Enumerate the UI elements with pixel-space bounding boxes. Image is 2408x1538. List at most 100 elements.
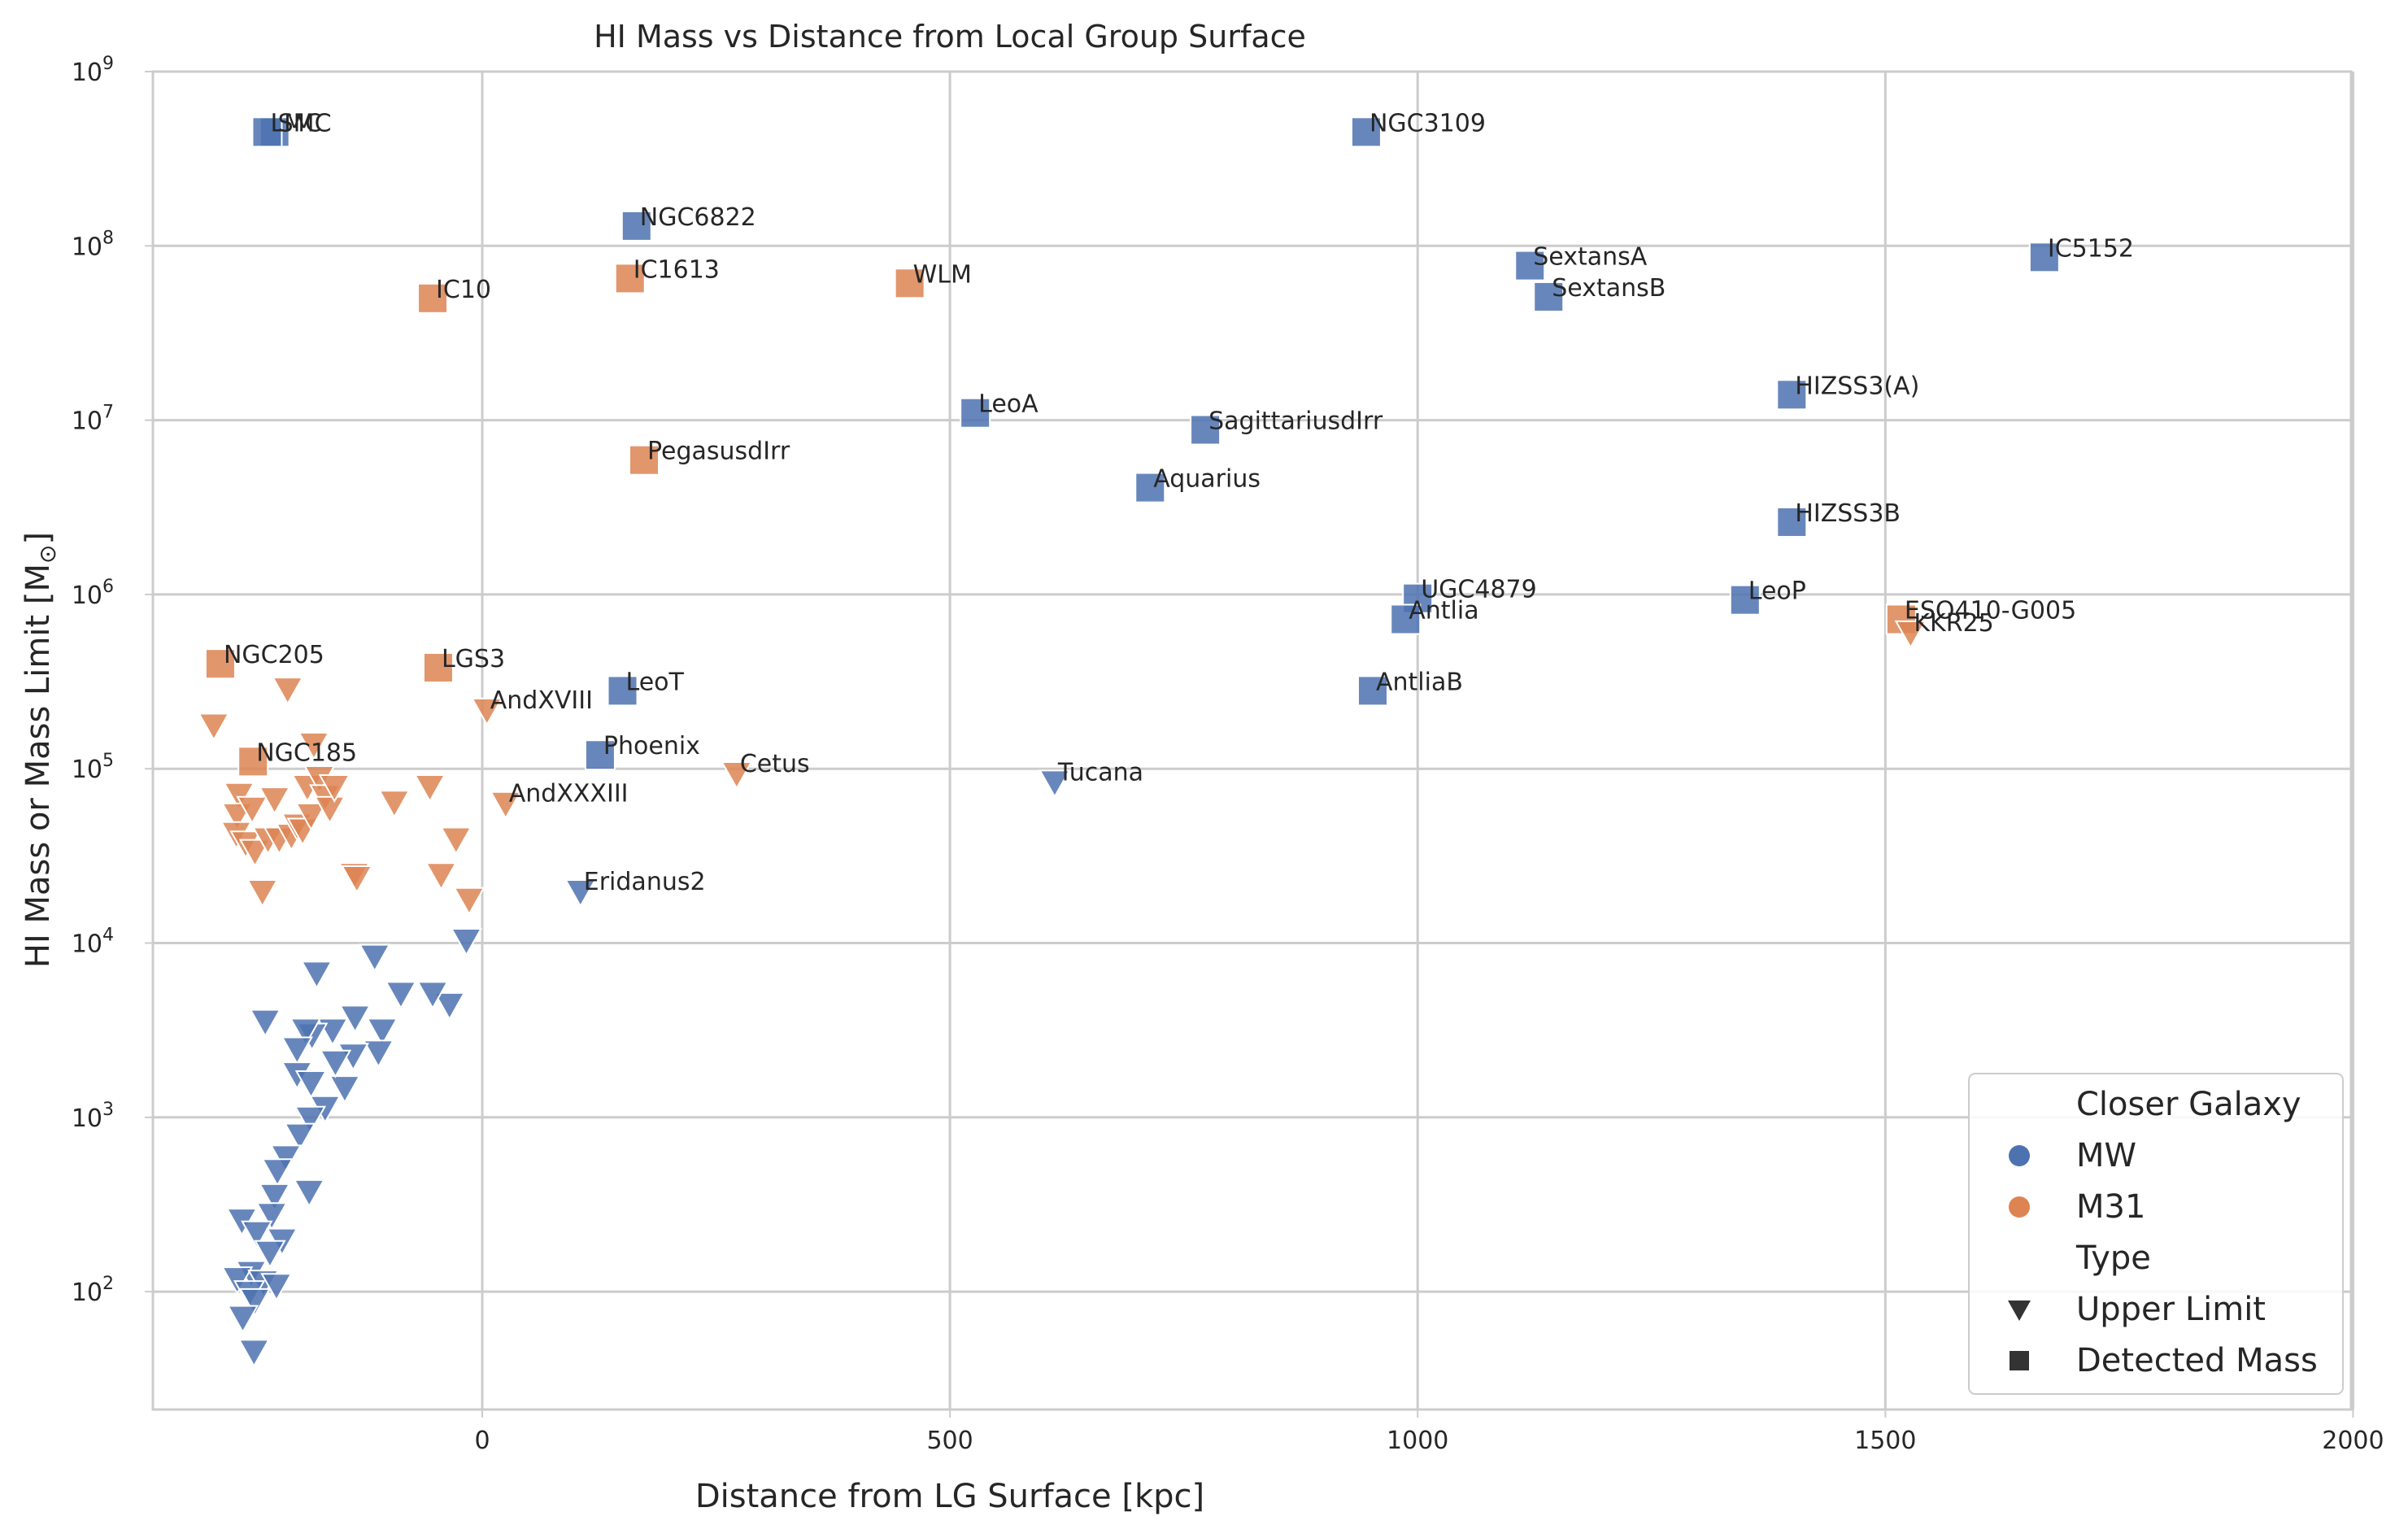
label-kkr25: KKR25	[1914, 609, 1993, 638]
legend-m31-marker	[2009, 1196, 2030, 1218]
mw-upper-limit-point	[238, 1287, 272, 1317]
m31-upper-limit-point	[246, 878, 279, 908]
label-ngc185: NGC185	[256, 739, 357, 767]
point-leop	[1729, 584, 1761, 616]
label-wlm: WLM	[913, 260, 972, 289]
label-sextansa: SextansA	[1533, 243, 1648, 272]
legend-box	[1968, 1073, 2344, 1395]
legend-mw-label: MW	[2076, 1137, 2136, 1174]
mw-upper-limit-point	[359, 943, 391, 973]
mw-upper-limit-point	[281, 1036, 313, 1065]
mw-upper-limit-point	[366, 1017, 398, 1047]
point-aquarius	[1134, 472, 1166, 503]
x-tick-label: 1500	[1854, 1427, 1916, 1455]
mw-upper-limit-point	[249, 1009, 281, 1038]
label-hizss3-a-: HIZSS3(A)	[1795, 372, 1919, 400]
point-hizss3-a-	[1776, 379, 1808, 411]
point-kkr25	[1894, 620, 1927, 649]
m31-upper-limit-point	[294, 802, 328, 831]
m31-upper-limit-point	[238, 839, 272, 868]
label-antliab: AntliaB	[1376, 668, 1463, 696]
point-andxviii	[471, 697, 503, 726]
point-phoenix	[584, 739, 616, 771]
label-sagittariusdirr: SagittariusdIrr	[1208, 407, 1383, 435]
label-cetus: Cetus	[740, 750, 810, 778]
label-smc: SMC	[278, 109, 332, 137]
legend-detected-marker	[2010, 1351, 2029, 1370]
point-sextansa	[1514, 250, 1546, 281]
legend-style-title: Type	[2075, 1240, 2151, 1277]
label-aquarius: Aquarius	[1153, 465, 1261, 494]
label-lmc: LMC	[270, 109, 322, 137]
point-tucana	[1039, 769, 1071, 799]
m31-upper-limit-point	[258, 786, 291, 816]
point-hizss3b	[1776, 506, 1808, 538]
legend-mw-marker	[2009, 1145, 2030, 1166]
legend-upper-limit-label: Upper Limit	[2076, 1291, 2266, 1328]
m31-upper-limit-point	[198, 712, 230, 742]
m31-upper-limit-point	[272, 677, 304, 706]
legend-hue-title: Closer Galaxy	[2076, 1086, 2301, 1123]
m31-upper-limit-point	[298, 731, 330, 760]
label-antlia: Antlia	[1409, 596, 1478, 625]
point-lmc	[251, 116, 283, 148]
m31-upper-limit-point	[313, 795, 346, 825]
mw-upper-limit-point	[255, 1202, 288, 1231]
point-andxxxiii	[490, 791, 522, 820]
label-lgs3: LGS3	[442, 645, 505, 673]
mw-upper-limit-point	[258, 1183, 291, 1212]
point-ic5152	[2028, 242, 2060, 273]
legend: Closer Galaxy MW M31 Type Upper Limit De…	[1968, 1073, 2344, 1395]
mw-upper-limit-point	[300, 961, 333, 990]
label-ic1613: IC1613	[634, 255, 720, 284]
label-hizss3b: HIZSS3B	[1795, 499, 1901, 528]
m31-upper-limit-point	[341, 865, 373, 895]
data-points	[198, 116, 2060, 1368]
point-ic10	[417, 282, 449, 314]
point-antliab	[1357, 675, 1389, 707]
m31-upper-limit-point	[453, 887, 486, 916]
point-ngc205	[204, 648, 236, 680]
x-tick-label: 500	[926, 1427, 973, 1455]
mw-upper-limit-point	[293, 1179, 325, 1208]
mw-upper-limit-point	[385, 981, 417, 1010]
x-tick-label: 1000	[1387, 1427, 1448, 1455]
y-axis-label-sub: ⊙	[34, 545, 61, 564]
point-ngc3109	[1350, 116, 1382, 148]
point-sagittariusdirr	[1190, 414, 1221, 446]
label-andxviii: AndXVIII	[490, 686, 593, 715]
mw-upper-limit-point	[450, 927, 483, 956]
label-ic10: IC10	[436, 276, 491, 304]
label-tucana: Tucana	[1057, 758, 1143, 786]
x-axis-label: Distance from LG Surface [kpc]	[695, 1478, 1204, 1515]
label-ugc4879: UGC4879	[1421, 576, 1537, 604]
mw-upper-limit-point	[226, 1305, 259, 1334]
y-tick-label: 106	[72, 577, 114, 610]
mw-upper-limit-point	[319, 1049, 352, 1078]
m31-upper-limit-point	[413, 773, 446, 804]
y-tick-label: 108	[72, 228, 114, 261]
point-lgs3	[422, 651, 454, 683]
label-ic5152: IC5152	[2048, 234, 2134, 263]
label-pegasusdirr: PegasusdIrr	[647, 438, 790, 466]
y-axis-label-close: ]	[20, 532, 57, 545]
y-tick-label: 102	[72, 1274, 114, 1307]
point-ngc6822	[621, 210, 652, 242]
mw-upper-limit-point	[329, 1075, 361, 1104]
label-eridanus2: Eridanus2	[584, 868, 706, 896]
point-eridanus2	[564, 878, 597, 908]
label-phoenix: Phoenix	[603, 732, 700, 760]
point-pegasusdirr	[628, 444, 660, 476]
legend-detected-label: Detected Mass	[2076, 1342, 2318, 1379]
axis-ticks: 0 500 1000 1500 2000 102 103 104 105 106 107 108 109	[72, 54, 2384, 1455]
point-cetus	[721, 760, 753, 791]
point-wlm	[894, 268, 925, 299]
mw-upper-limit-point	[261, 1158, 294, 1187]
m31-upper-limit-point	[236, 795, 268, 825]
point-ic1613	[614, 263, 646, 294]
label-eso410-g005: ESO410-G005	[1905, 596, 2076, 625]
y-tick-label: 107	[72, 403, 114, 436]
mw-upper-limit-point	[254, 1240, 286, 1269]
